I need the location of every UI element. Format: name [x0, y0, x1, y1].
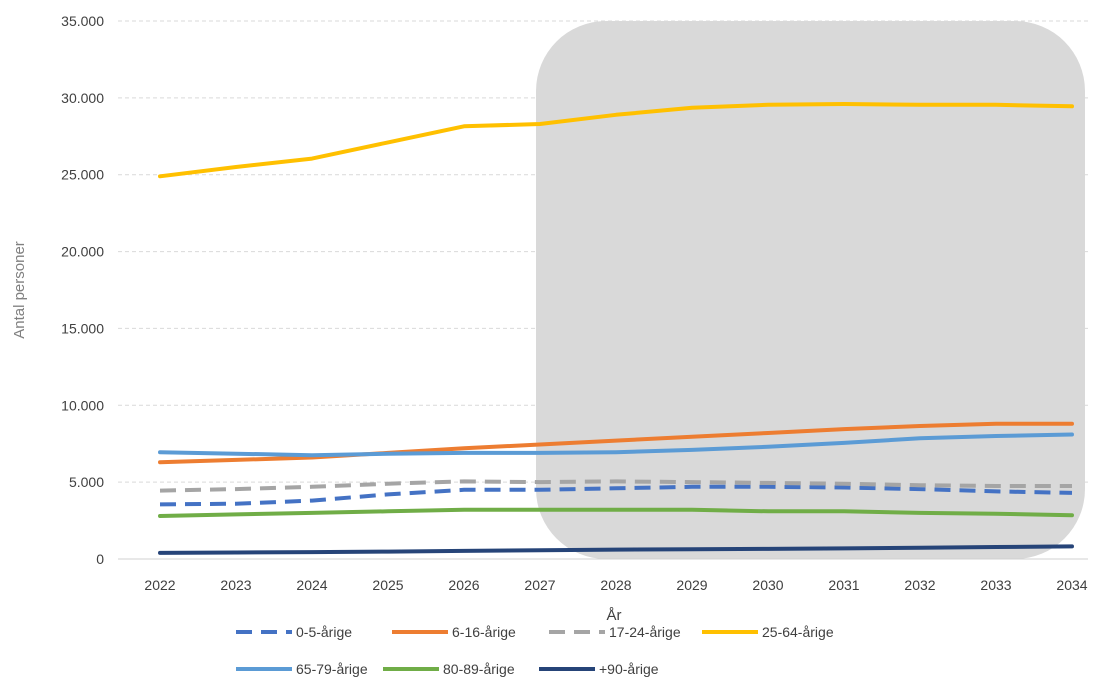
- y-tick-label: 0: [96, 551, 104, 567]
- series-line-+90-årige: [158, 544, 1074, 555]
- legend-label: 65-79-årige: [296, 661, 368, 677]
- y-tick-label: 35.000: [61, 13, 104, 29]
- x-tick-label: 2025: [372, 577, 403, 593]
- legend-label: 17-24-årige: [609, 624, 681, 640]
- legend-label: 25-64-årige: [762, 624, 834, 640]
- x-tick-label: 2028: [600, 577, 631, 593]
- x-tick-label: 2030: [752, 577, 783, 593]
- x-tick-label: 2032: [904, 577, 935, 593]
- y-tick-label: 10.000: [61, 397, 104, 413]
- x-tick-label: 2029: [676, 577, 707, 593]
- x-tick-label: 2026: [448, 577, 479, 593]
- x-tick-label: 2031: [828, 577, 859, 593]
- legend-label: 6-16-årige: [452, 624, 516, 640]
- series-line-0-5-årige: [159, 484, 1073, 507]
- y-axis-title: Antal personer: [11, 241, 28, 339]
- legend-label: +90-årige: [599, 661, 659, 677]
- y-tick-label: 20.000: [61, 244, 104, 260]
- series-line-17-24-årige: [159, 479, 1072, 493]
- x-axis-title: År: [607, 607, 622, 624]
- legend-label: 0-5-årige: [296, 624, 352, 640]
- y-tick-label: 25.000: [61, 167, 104, 183]
- x-tick-label: 2022: [144, 577, 175, 593]
- x-tick-label: 2024: [296, 577, 327, 593]
- legend: 0-5-årige 6-16-årige 17-24-årige 25-64-årig…: [236, 624, 834, 677]
- y-tick-label: 15.000: [61, 320, 104, 336]
- series-line-6-16-årige: [158, 421, 1074, 465]
- series-line-65-79-årige: [158, 432, 1074, 458]
- series-line-80-89-årige: [158, 507, 1074, 518]
- legend-label: 80-89-årige: [443, 661, 515, 677]
- y-tick-label: 30.000: [61, 90, 104, 106]
- x-tick-label: 2027: [524, 577, 555, 593]
- y-tick-label: 5.000: [69, 474, 104, 490]
- x-tick-label: 2033: [980, 577, 1011, 593]
- x-tick-label: 2023: [220, 577, 251, 593]
- highlight-region: [536, 21, 1085, 559]
- series-line-25-64-årige: [158, 102, 1074, 179]
- x-tick-label: 2034: [1056, 577, 1087, 593]
